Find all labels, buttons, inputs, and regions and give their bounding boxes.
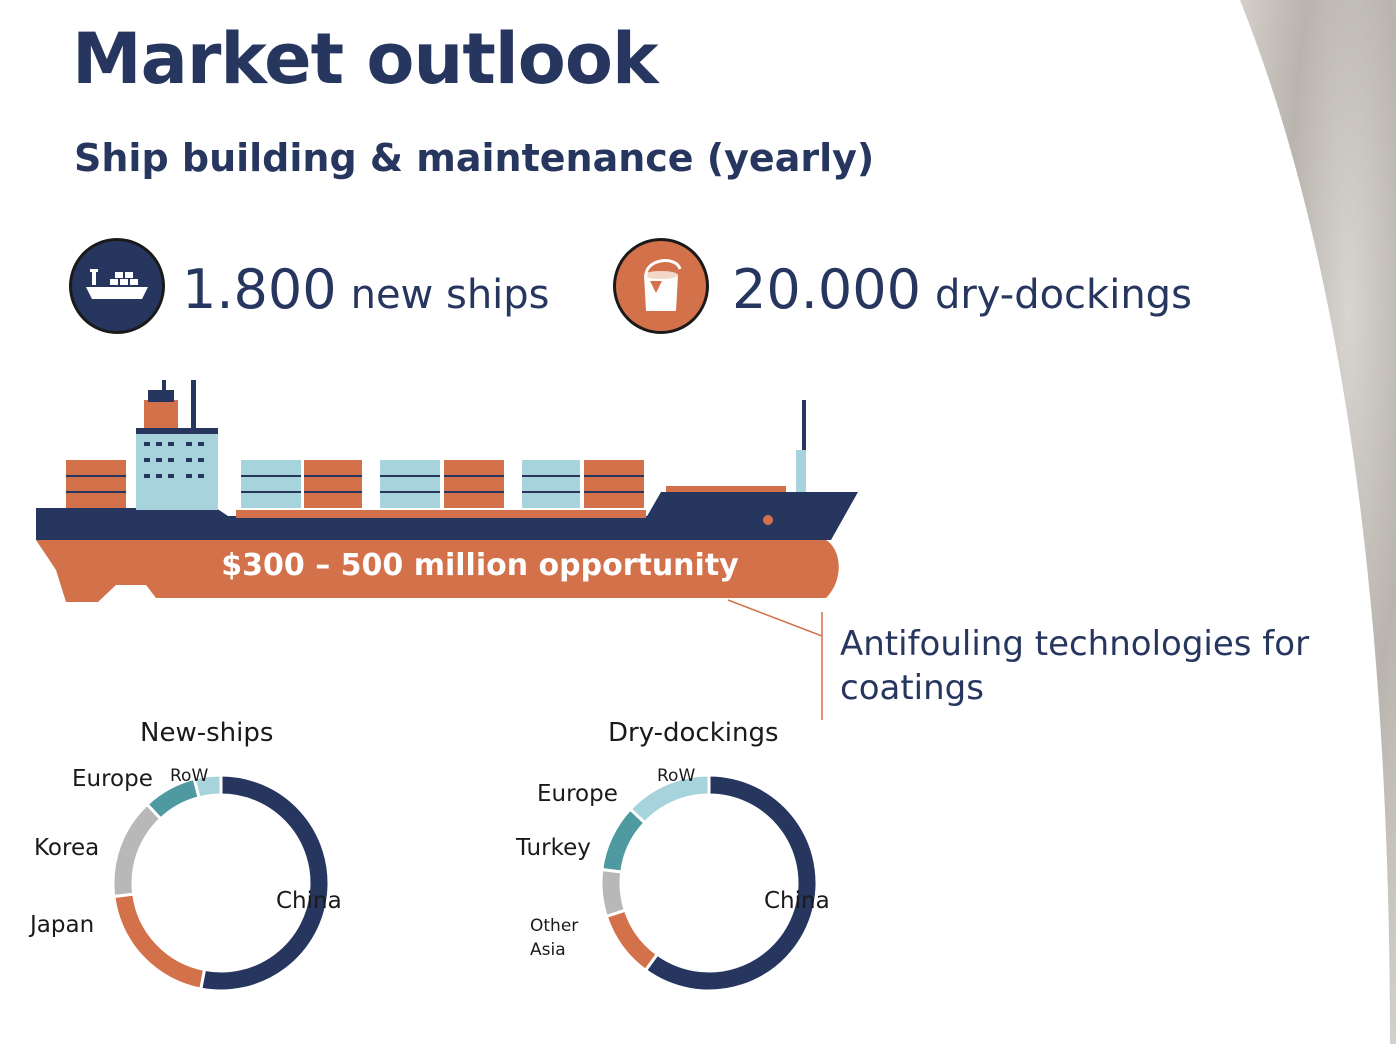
new-ships-label-china: China (276, 888, 342, 914)
new-ships-value: 1.800 (182, 258, 337, 321)
dry-dockings-label-row: RoW (657, 766, 696, 786)
dry-dockings-label-china: China (764, 888, 830, 914)
donut-slice-china (199, 773, 331, 993)
new-ships-label-korea: Korea (34, 835, 100, 861)
dry-dockings-label-other-asia: Other Asia (530, 914, 590, 962)
donut-slice-row (192, 773, 223, 800)
donut-slice-japan (112, 892, 207, 991)
antifouling-callout: Antifouling technologies for coatings (840, 624, 1310, 708)
donut-slice-other-asia (604, 908, 660, 973)
opportunity-banner: $300 – 500 million opportunity (221, 548, 739, 583)
page-title: Market outlook (72, 18, 659, 100)
dry-dockings-donut-chart (599, 773, 819, 993)
donut-slice-china (643, 773, 819, 993)
donut-slice-row (628, 773, 711, 825)
new-ships-chart-title: New-ships (140, 718, 274, 748)
background-photo (1240, 0, 1396, 1044)
new-ships-label-japan: Japan (30, 912, 95, 938)
dry-dockings-value: 20.000 (732, 258, 921, 321)
new-ships-label-row: RoW (170, 766, 209, 786)
page-subtitle: Ship building & maintenance (yearly) (74, 136, 875, 180)
dry-dockings-chart-title: Dry-dockings (608, 718, 779, 748)
container-ship-icon (69, 238, 165, 334)
donut-slice-korea (111, 802, 163, 899)
container-ship-illustration (36, 380, 858, 602)
dry-dockings-label-turkey: Turkey (516, 835, 591, 861)
new-ships-label-europe: Europe (72, 766, 153, 792)
new-ships-unit: new ships (350, 272, 550, 318)
dry-dockings-label-europe: Europe (537, 781, 618, 807)
new-ships-donut-chart (111, 773, 331, 993)
dry-dockings-unit: dry-dockings (934, 272, 1192, 318)
dry-dockings-stat: 20.000 dry-dockings (732, 258, 1192, 321)
other-asia-text: Other Asia (530, 916, 579, 960)
new-ships-stat: 1.800 new ships (182, 258, 550, 321)
paint-bucket-icon (613, 238, 709, 334)
donut-slice-turkey (599, 867, 628, 919)
